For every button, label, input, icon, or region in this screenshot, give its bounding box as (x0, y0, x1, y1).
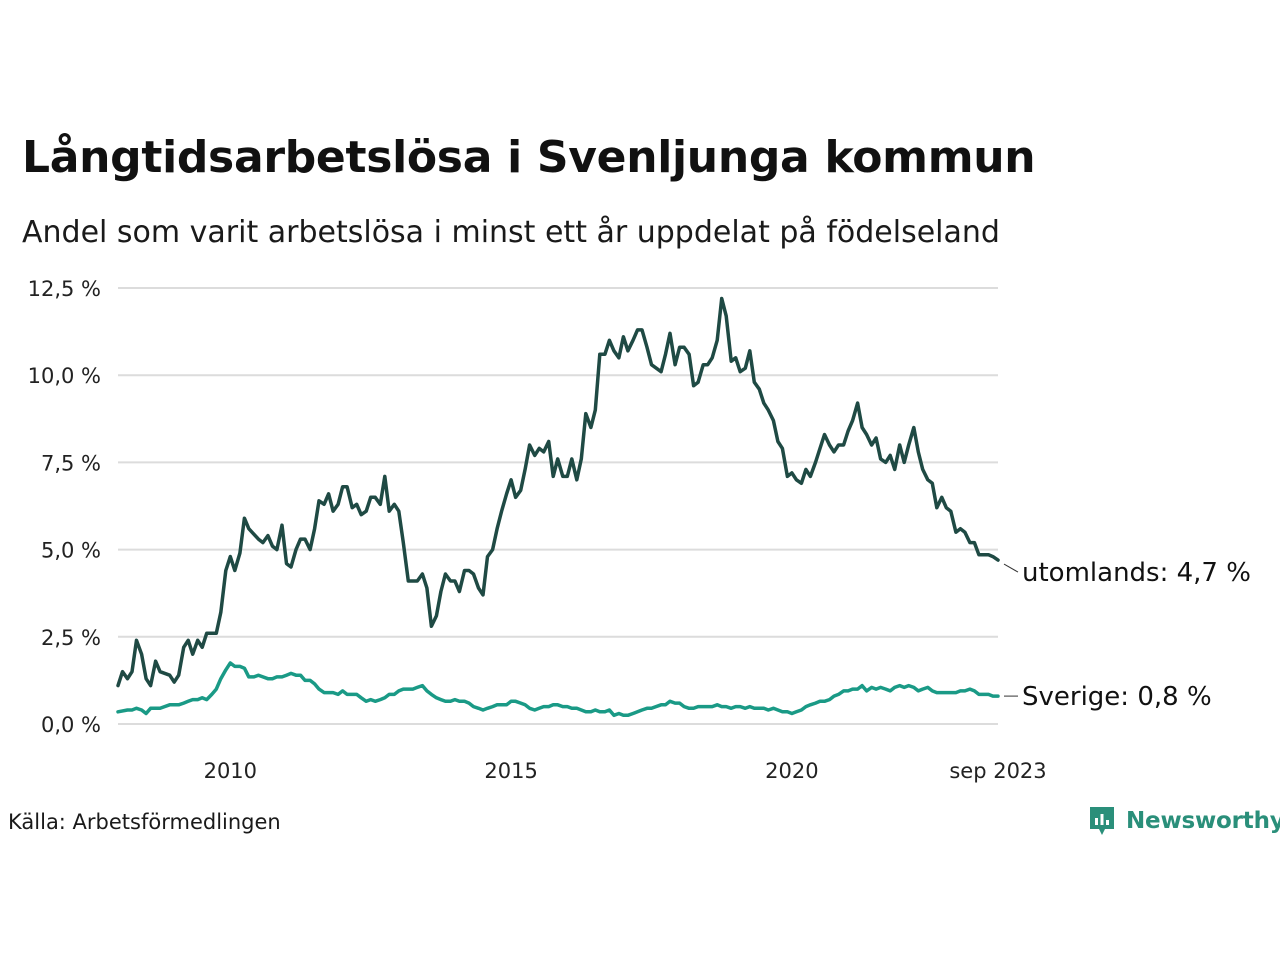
y-tick-label-5: 12,5 % (28, 277, 101, 301)
end-label-sverige: Sverige: 0,8 % (1022, 682, 1212, 712)
chart-subtitle: Andel som varit arbetslösa i minst ett å… (22, 215, 1000, 250)
x-tick-label-2: 2020 (765, 759, 818, 783)
x-axis-tick-labels: 2010 2015 2020 sep 2023 (204, 759, 1047, 783)
end-label-connector-0 (1003, 563, 1019, 573)
source-note: Källa: Arbetsförmedlingen (8, 810, 281, 834)
y-tick-label-2: 5,0 % (41, 539, 101, 563)
x-tick-label-1: 2015 (484, 759, 537, 783)
y-tick-label-0: 0,0 % (41, 713, 101, 737)
series-lines (116, 296, 1000, 718)
series-line-sverige (116, 661, 1000, 718)
brand-logo: Newsworthy (1088, 803, 1280, 839)
y-axis-tick-labels: 0,0 % 2,5 % 5,0 % 7,5 % 10,0 % 12,5 % (28, 277, 101, 737)
end-label-utomlands: utomlands: 4,7 % (1022, 558, 1251, 588)
x-tick-label-0: 2010 (204, 759, 257, 783)
newsworthy-logo-icon (1090, 807, 1114, 835)
y-tick-label-4: 10,0 % (28, 364, 101, 388)
series-end-labels: utomlands: 4,7 % Sverige: 0,8 % (1003, 558, 1251, 712)
series-line-utomlands (116, 296, 1000, 688)
y-tick-label-1: 2,5 % (41, 626, 101, 650)
brand-name: Newsworthy (1126, 808, 1280, 834)
y-tick-label-3: 7,5 % (41, 451, 101, 475)
gridlines (118, 287, 998, 725)
x-tick-label-3: sep 2023 (949, 759, 1046, 783)
chart-title: Långtidsarbetslösa i Svenljunga kommun (22, 132, 1036, 183)
